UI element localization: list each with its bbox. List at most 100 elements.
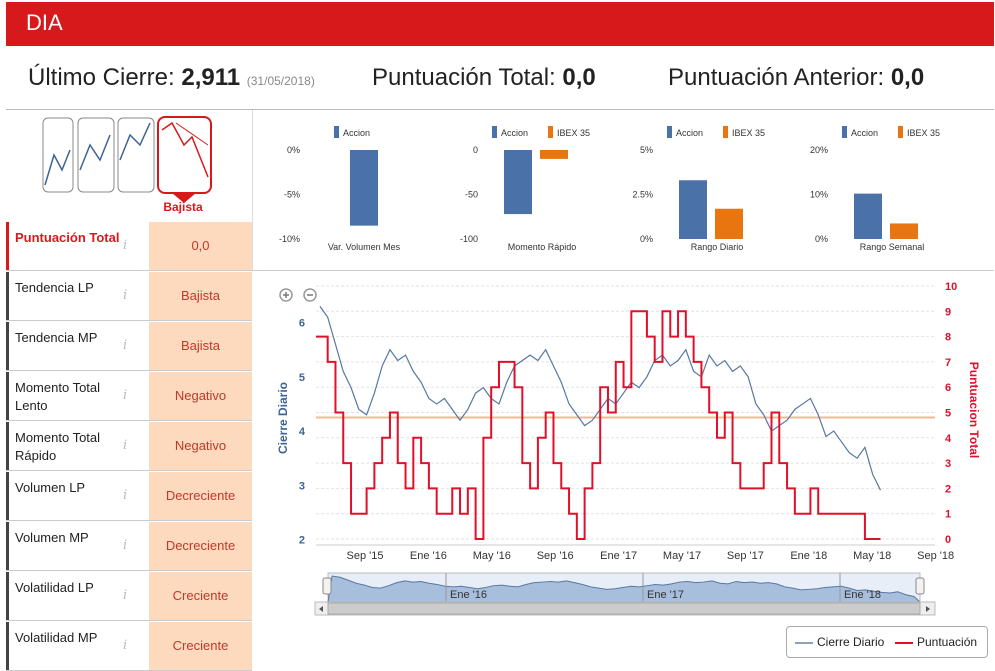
indicator-value: Negativo: [149, 422, 252, 470]
legend-label: Accion: [501, 128, 528, 138]
ticker-title: DIA: [26, 10, 63, 35]
info-icon[interactable]: i: [123, 338, 128, 353]
x-tick-label: May '17: [663, 550, 701, 562]
navigator-handle-right[interactable]: [915, 577, 925, 595]
legend-label: IBEX 35: [557, 128, 590, 138]
chart-title: Rango Diario: [691, 242, 744, 252]
indicator-value: Bajista: [149, 322, 252, 370]
indicator-row: Tendencia MP i Bajista: [6, 322, 252, 371]
y-tick-label: 0%: [815, 234, 828, 244]
chart-title: Var. Volumen Mes: [328, 242, 401, 252]
scrollbar-thumb[interactable]: [327, 602, 921, 615]
total-score-value: 0,0: [562, 64, 596, 91]
x-tick-label: Sep '18: [917, 550, 954, 562]
info-icon[interactable]: i: [123, 488, 128, 503]
info-icon[interactable]: i: [123, 638, 128, 653]
bar[interactable]: [854, 193, 882, 239]
indicator-label-cell: Volatilidad LP: [6, 572, 149, 620]
indicator-label: Volatilidad LP: [15, 580, 94, 595]
bar[interactable]: [679, 180, 707, 239]
bar[interactable]: [540, 150, 568, 159]
legend-label: Accion: [676, 128, 703, 138]
legend-swatch: [898, 126, 903, 138]
right-tick-label: 7: [945, 357, 951, 369]
bar[interactable]: [715, 208, 743, 239]
info-icon[interactable]: i: [123, 588, 128, 603]
info-icon[interactable]: i: [123, 238, 128, 253]
indicator-label: Tendencia LP: [15, 280, 94, 295]
scroll-right-icon[interactable]: [926, 606, 930, 612]
indicator-label-cell: Tendencia MP: [6, 322, 149, 370]
header-bar: DIA: [6, 2, 994, 46]
indicator-value: Creciente: [149, 622, 252, 670]
legend-label: Accion: [343, 128, 370, 138]
x-tick-label: May '16: [473, 550, 511, 562]
bar[interactable]: [890, 223, 918, 239]
info-icon[interactable]: i: [123, 438, 128, 453]
legend-swatch: [667, 126, 672, 138]
score-series-line[interactable]: [316, 310, 881, 540]
legend-item-score[interactable]: Puntuación: [895, 635, 977, 649]
x-tick-label: Sep '15: [347, 550, 384, 562]
indicator-label-cell: Volatilidad MP: [6, 622, 149, 670]
y-tick-label: 0%: [287, 145, 300, 155]
x-tick-label: Ene '18: [790, 550, 827, 562]
left-tick-label: 5: [299, 372, 305, 384]
indicator-label-cell: Momento Total Lento: [6, 372, 149, 420]
indicator-value: Decreciente: [149, 522, 252, 570]
info-icon[interactable]: i: [123, 388, 128, 403]
chart-title: Momento Rápido: [508, 242, 577, 252]
navigator-tick-label: Ene '16: [450, 589, 487, 601]
legend-score-label: Puntuación: [917, 635, 978, 649]
left-tick-label: 3: [299, 480, 305, 492]
left-axis-title: Cierre Diario: [276, 382, 290, 454]
last-close: Último Cierre: 2,911 (31/05/2018): [28, 64, 315, 92]
y-tick-label: 0%: [640, 234, 653, 244]
summary-bar: Último Cierre: 2,911 (31/05/2018) Puntua…: [0, 52, 995, 104]
signal-label: Bajista: [163, 200, 203, 214]
indicator-label-cell: Volumen MP: [6, 522, 149, 570]
navigator-tick-label: Ene '18: [844, 589, 881, 601]
indicator-label: Puntuación Total: [15, 230, 120, 245]
indicator-row: Momento Total Lento i Negativo: [6, 372, 252, 421]
bar[interactable]: [504, 150, 532, 215]
left-tick-label: 6: [299, 318, 305, 330]
x-tick-label: Sep '16: [537, 550, 574, 562]
right-tick-label: 4: [945, 433, 952, 445]
legend-label: IBEX 35: [732, 128, 765, 138]
info-icon[interactable]: i: [123, 538, 128, 553]
legend-price-label: Cierre Diario: [817, 635, 885, 649]
indicator-row: Puntuación Total i 0,0: [6, 222, 252, 271]
indicator-label-cell: Puntuación Total: [6, 222, 149, 270]
navigator-handle-left[interactable]: [322, 577, 332, 595]
y-tick-label: 5%: [640, 145, 653, 155]
legend-swatch: [842, 126, 847, 138]
indicator-label: Volatilidad MP: [15, 630, 98, 645]
scroll-left-icon[interactable]: [319, 606, 323, 612]
chart-legend: Cierre Diario Puntuación: [786, 626, 988, 658]
mini-chart: Accion 0% -5% -10% Var. Volumen Mes: [279, 126, 401, 252]
legend-item-price[interactable]: Cierre Diario: [795, 635, 884, 649]
legend-label: IBEX 35: [907, 128, 940, 138]
indicator-value: Decreciente: [149, 472, 252, 520]
x-tick-label: Ene '17: [600, 550, 637, 562]
indicator-label-cell: Tendencia LP: [6, 272, 149, 320]
last-close-value: 2,911: [181, 64, 241, 91]
y-tick-label: -100: [460, 234, 478, 244]
last-close-date: (31/05/2018): [246, 74, 315, 88]
right-axis-title: Puntuacion Total: [967, 362, 981, 458]
indicator-label: Volumen MP: [15, 530, 89, 545]
info-icon[interactable]: i: [123, 288, 128, 303]
left-tick-label: 4: [299, 426, 306, 438]
indicator-label: Tendencia MP: [15, 330, 98, 345]
indicator-row: Volumen MP i Decreciente: [6, 522, 252, 571]
indicator-label: Momento Total Rápido: [15, 430, 101, 463]
divider: [252, 110, 253, 270]
bar[interactable]: [350, 150, 378, 226]
mini-chart: Accion IBEX 35 0 -50 -100 Momento Rápido: [460, 126, 590, 252]
indicator-value: Negativo: [149, 372, 252, 420]
x-tick-label: May '18: [853, 550, 891, 562]
legend-swatch: [723, 126, 728, 138]
indicator-label-cell: Volumen LP: [6, 472, 149, 520]
prev-score: Puntuación Anterior: 0,0: [668, 64, 924, 92]
